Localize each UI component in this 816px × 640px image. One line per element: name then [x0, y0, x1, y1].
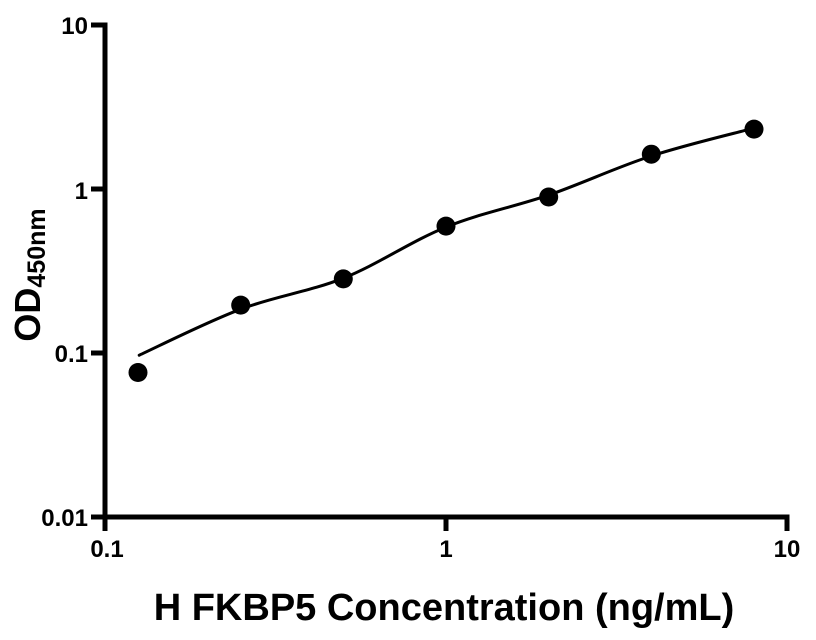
x-tick-label-0-1: 0.1	[90, 536, 123, 563]
x-tick-label-1: 1	[439, 536, 452, 563]
y-axis-title-subscript: 450nm	[23, 208, 51, 287]
plot-area	[91, 22, 790, 531]
y-tick-label-1: 1	[75, 178, 88, 205]
data-point	[641, 144, 661, 164]
data-point	[539, 187, 559, 207]
y-tick-label-0-01: 0.01	[41, 505, 88, 532]
data-point	[436, 216, 456, 236]
x-tick-label-10: 10	[774, 536, 801, 563]
x-axis-tick-labels: 0.1 1 10	[90, 536, 800, 563]
y-tick-label-10: 10	[61, 13, 88, 40]
data-point	[128, 363, 148, 382]
data-point	[231, 295, 251, 315]
data-point	[744, 119, 764, 139]
y-tick-label-0-1: 0.1	[55, 341, 88, 368]
x-axis-title: H FKBP5 Concentration (ng/mL)	[154, 587, 735, 629]
y-axis-title-main: OD	[7, 288, 48, 342]
y-axis-tick-labels: 10 1 0.1 0.01	[41, 13, 88, 532]
data-point	[333, 269, 353, 289]
y-axis-title: OD450nm	[7, 208, 51, 341]
